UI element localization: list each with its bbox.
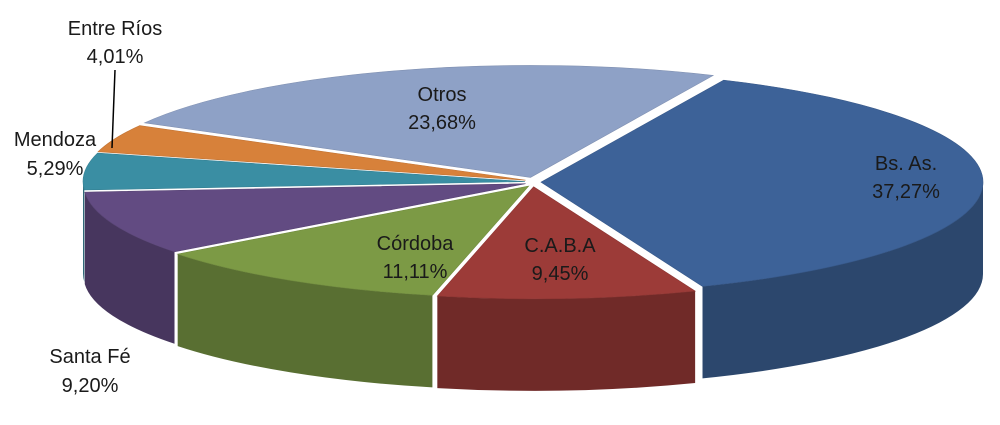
slice-side-cordoba xyxy=(177,254,433,388)
slice-label: Entre Ríos xyxy=(68,18,162,40)
slice-label: Mendoza xyxy=(14,129,97,151)
pie-tops xyxy=(82,65,984,300)
label-santa-fe: Santa Fé 9,20% xyxy=(49,346,130,397)
slice-value: 9,45% xyxy=(532,263,589,285)
pie-sides xyxy=(83,181,983,391)
slice-value: 11,11% xyxy=(383,261,448,283)
label-caba: C.A.B.A 9,45% xyxy=(524,235,596,285)
slice-value: 37,27% xyxy=(872,181,940,203)
slice-mendoza xyxy=(82,152,526,191)
label-bs-as: Bs. As. 37,27% xyxy=(872,153,940,203)
slice-side-c-a-b-a xyxy=(437,291,696,391)
slice-bs-as xyxy=(540,79,984,287)
slice-santa-fe xyxy=(84,183,526,253)
slice-label: Santa Fé xyxy=(49,346,130,368)
slice-side-santa-fe xyxy=(84,192,175,344)
label-cordoba: Córdoba 11,11% xyxy=(377,233,455,283)
slice-label: C.A.B.A xyxy=(524,235,596,257)
entre-rios-leader-line xyxy=(111,69,116,149)
slice-side-bs-as xyxy=(702,182,983,379)
slice-label: Otros xyxy=(418,84,467,106)
slice-label: Bs. As. xyxy=(875,153,937,175)
slice-label: Córdoba xyxy=(377,233,455,255)
slice-side-mendoza xyxy=(83,181,85,282)
label-mendoza: Mendoza 5,29% xyxy=(14,129,97,180)
slice-otros xyxy=(143,65,715,178)
slice-value: 4,01% xyxy=(87,46,144,68)
slice-value: 23,68% xyxy=(408,112,476,134)
slice-value: 5,29% xyxy=(27,158,84,180)
slice-value: 9,20% xyxy=(62,375,119,397)
slice-cordoba xyxy=(176,185,530,296)
slice-c-a-b-a xyxy=(436,186,697,300)
label-entre-rios: Entre Ríos 4,01% xyxy=(68,18,162,68)
label-otros: Otros 23,68% xyxy=(408,84,476,134)
slice-entre-rios xyxy=(97,125,526,181)
